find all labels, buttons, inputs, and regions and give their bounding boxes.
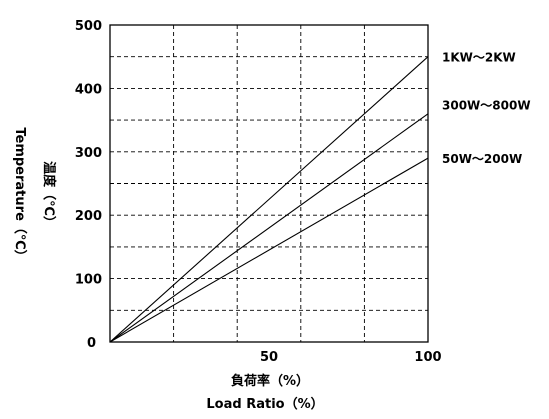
- series-labels: 1KW～2KW 300W～800W 50W～200W: [442, 51, 531, 166]
- tick-labels: 100 200 300 400 500 0 50 100: [75, 19, 442, 365]
- x-tick-label: 100: [414, 350, 441, 365]
- series-line: [109, 157, 429, 343]
- y-tick-label: 200: [75, 209, 102, 224]
- plot-frame: [109, 24, 429, 343]
- origin-tick-label: 0: [87, 336, 96, 351]
- series-label: 50W～200W: [442, 152, 522, 166]
- y-tick-label: 300: [75, 146, 102, 161]
- grid: [110, 25, 428, 342]
- y-axis-label: 温度（℃）: [41, 161, 57, 229]
- y-tick-label: 400: [75, 82, 102, 97]
- series-lines: [109, 56, 429, 343]
- series-label: 300W～800W: [442, 98, 531, 112]
- y-axis-label-en: Temperature（℃）: [12, 127, 28, 262]
- series-line: [109, 56, 429, 343]
- x-axis-label-en: Load Ratio（%）: [206, 396, 323, 412]
- series-label: 1KW～2KW: [442, 51, 516, 65]
- x-tick-label: 50: [260, 350, 278, 365]
- y-tick-label: 500: [75, 19, 102, 34]
- y-tick-label: 100: [75, 273, 102, 288]
- series-line: [109, 113, 429, 343]
- x-axis-label: 負荷率（%）: [231, 373, 309, 389]
